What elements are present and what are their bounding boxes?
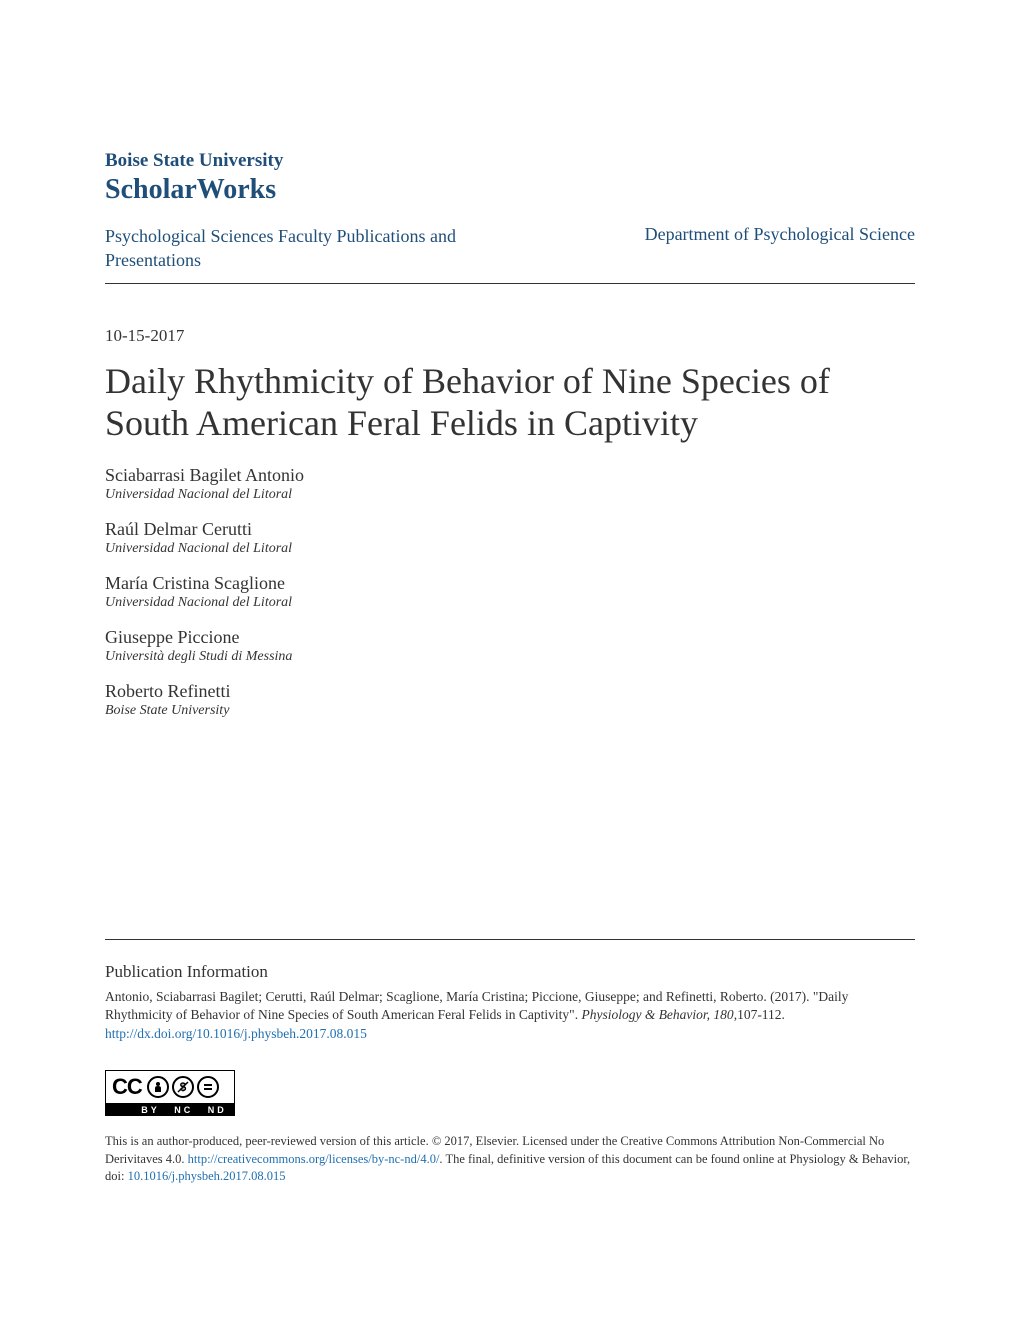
collection-link-line2: Presentations	[105, 250, 201, 270]
authors-list: Sciabarrasi Bagilet Antonio Universidad …	[105, 465, 915, 719]
publication-date: 10-15-2017	[105, 326, 915, 346]
cc-nd-label: ND	[208, 1105, 227, 1115]
author-affiliation: Boise State University	[105, 703, 915, 719]
disclaimer-text: This is an author-produced, peer-reviewe…	[105, 1133, 915, 1186]
citation-pages: ,107-112.	[734, 1007, 785, 1022]
page-container: Boise State University ScholarWorks Psyc…	[0, 0, 1020, 1246]
top-links-row: Psychological Sciences Faculty Publicati…	[105, 224, 915, 273]
author-block: Giuseppe Piccione Università degli Studi…	[105, 627, 915, 665]
cc-badge-icons: CC $	[106, 1071, 234, 1103]
author-name: Raúl Delmar Cerutti	[105, 519, 915, 540]
disclaimer-journal: Physiology & Behavior	[789, 1152, 907, 1166]
repository-link[interactable]: ScholarWorks	[105, 174, 915, 206]
disclaimer-mid: . The final, definitive version of this …	[439, 1152, 789, 1166]
author-affiliation: Universidad Nacional del Litoral	[105, 595, 915, 611]
cc-license-link[interactable]: http://creativecommons.org/licenses/by-n…	[188, 1152, 440, 1166]
by-icon	[147, 1076, 169, 1098]
collection-link-line1: Psychological Sciences Faculty Publicati…	[105, 226, 456, 246]
author-name: María Cristina Scaglione	[105, 573, 915, 594]
cc-icon: CC	[110, 1074, 144, 1100]
publication-info-heading: Publication Information	[105, 962, 915, 982]
author-name: Roberto Refinetti	[105, 681, 915, 702]
author-block: Sciabarrasi Bagilet Antonio Universidad …	[105, 465, 915, 503]
author-affiliation: Universidad Nacional del Litoral	[105, 487, 915, 503]
footer-divider	[105, 939, 915, 940]
header-block: Boise State University ScholarWorks	[105, 150, 915, 206]
article-title: Daily Rhythmicity of Behavior of Nine Sp…	[105, 360, 915, 445]
author-block: Raúl Delmar Cerutti Universidad Nacional…	[105, 519, 915, 557]
author-name: Giuseppe Piccione	[105, 627, 915, 648]
cc-badge-labels: BY NC ND	[106, 1103, 234, 1116]
cc-license-badge[interactable]: CC $ BY NC ND	[105, 1070, 235, 1116]
author-block: Roberto Refinetti Boise State University	[105, 681, 915, 719]
nd-icon	[197, 1076, 219, 1098]
header-divider	[105, 283, 915, 284]
institution-link[interactable]: Boise State University	[105, 150, 915, 172]
citation-journal: Physiology & Behavior, 180	[581, 1007, 733, 1022]
author-affiliation: Universidad Nacional del Litoral	[105, 541, 915, 557]
author-name: Sciabarrasi Bagilet Antonio	[105, 465, 915, 486]
doi-link[interactable]: http://dx.doi.org/10.1016/j.physbeh.2017…	[105, 1026, 367, 1041]
publication-info-text: Antonio, Sciabarrasi Bagilet; Cerutti, R…	[105, 988, 915, 1045]
author-affiliation: Università degli Studi di Messina	[105, 649, 915, 665]
cc-nc-label: NC	[174, 1105, 193, 1115]
nc-icon: $	[172, 1076, 194, 1098]
cc-by-label: BY	[141, 1105, 160, 1115]
author-block: María Cristina Scaglione Universidad Nac…	[105, 573, 915, 611]
collection-link[interactable]: Psychological Sciences Faculty Publicati…	[105, 224, 456, 273]
department-link[interactable]: Department of Psychological Science	[645, 224, 915, 245]
disclaimer-doi-link[interactable]: 10.1016/j.physbeh.2017.08.015	[128, 1169, 286, 1183]
